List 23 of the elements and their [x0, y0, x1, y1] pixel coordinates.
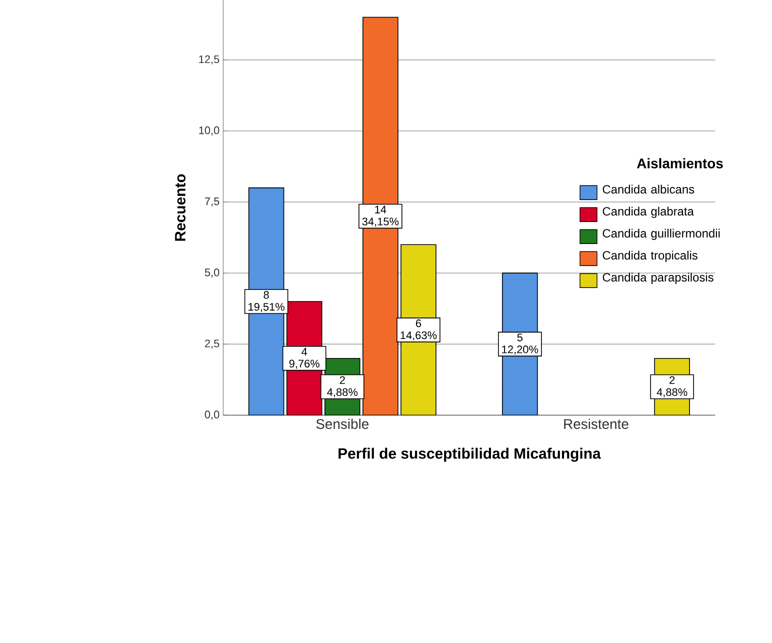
y-tick-label: 2,5: [204, 340, 220, 349]
x-tick-label: Sensible: [316, 418, 369, 430]
data-label: 6 14,63%: [400, 320, 437, 341]
legend-label: Candida guilliermondii: [602, 229, 720, 240]
data-label: 14 34,15%: [362, 206, 399, 227]
data-label: 8 19,51%: [248, 291, 284, 312]
y-tick-label: 0,0: [204, 410, 220, 420]
legend-label: Candida albicans: [602, 185, 694, 194]
y-tick-label: 5,0: [204, 268, 220, 278]
y-tick-label: 7,5: [204, 198, 220, 207]
data-label: 2 4,88%: [327, 376, 358, 398]
legend-title: Aislamientos: [636, 158, 723, 169]
x-tick-label: Resistente: [564, 418, 628, 430]
y-tick-label: 12,5: [199, 56, 220, 65]
data-label: 5 12,20%: [502, 334, 538, 355]
y-axis-title: Recuento: [175, 174, 186, 241]
data-label: 4 9,76%: [289, 348, 320, 370]
legend-label: Candida glabrata: [602, 207, 694, 218]
legend-label: Candida parapsilosis: [602, 273, 714, 284]
data-label: 2 4,88%: [656, 376, 688, 398]
x-axis-title: Perfil de susceptibilidad Micafungina: [338, 448, 601, 462]
legend-label: Candida tropicalis: [602, 251, 698, 262]
y-tick-label: 10,0: [199, 126, 220, 136]
